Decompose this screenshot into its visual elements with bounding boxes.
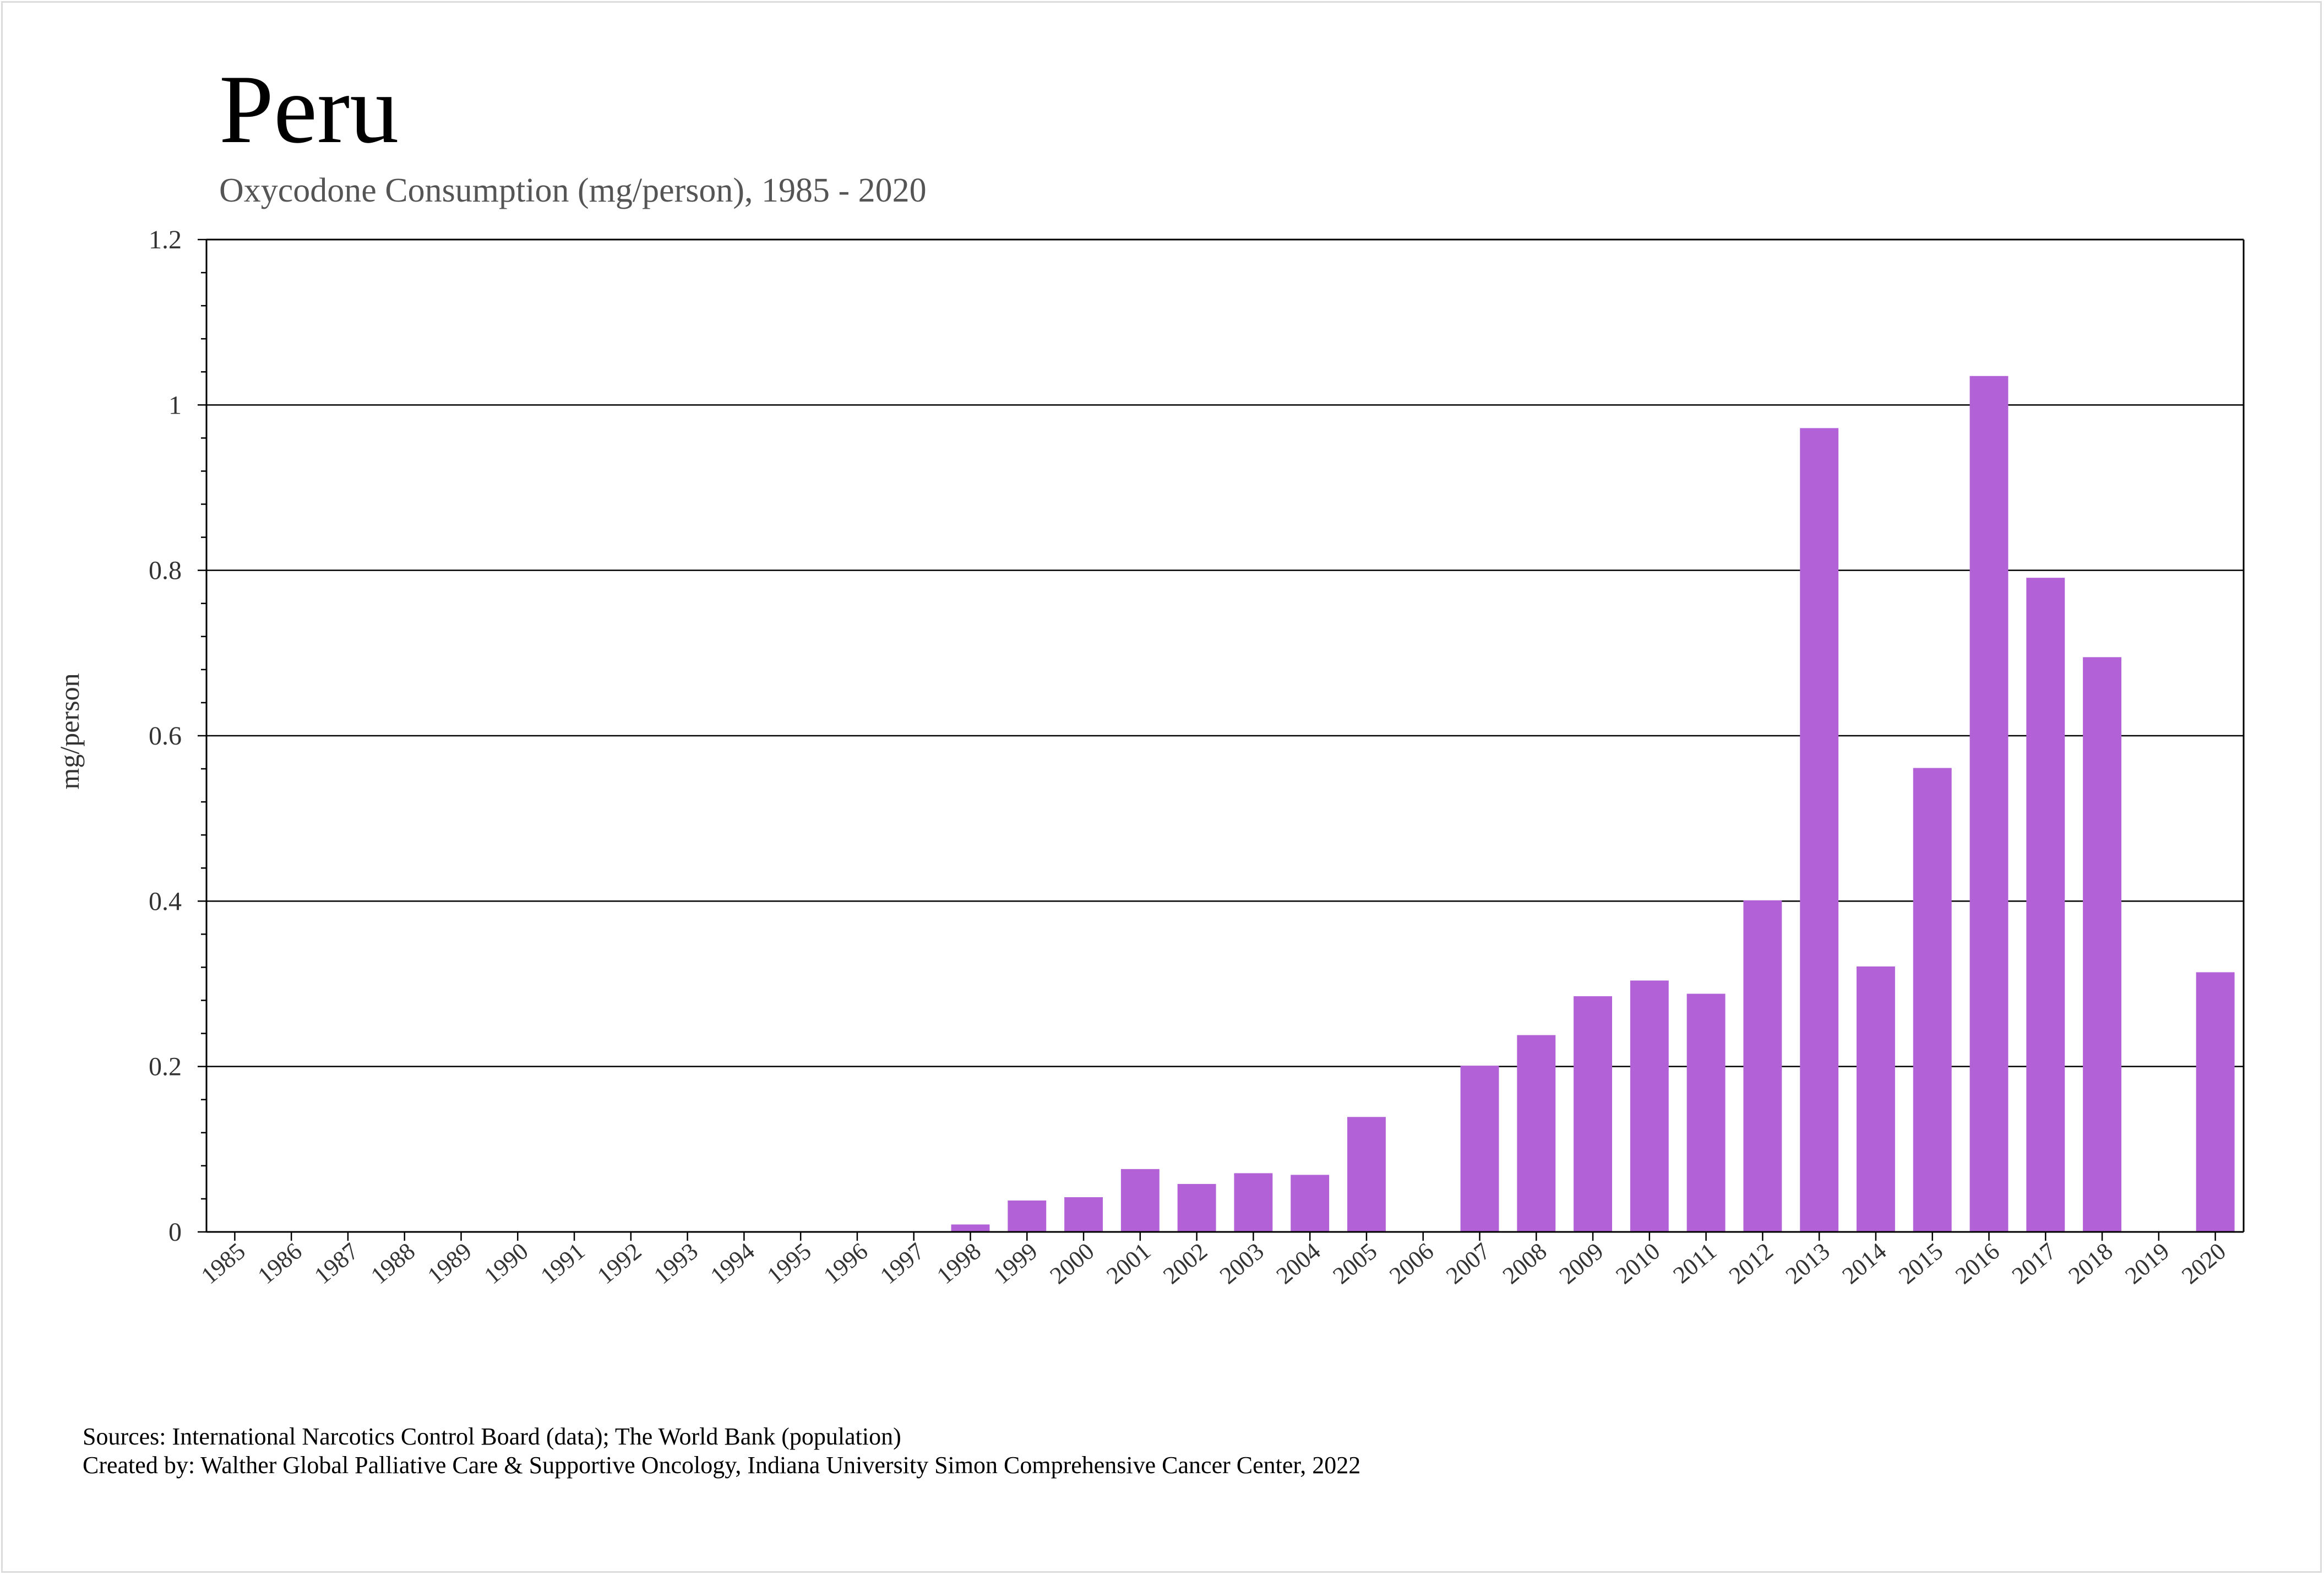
- x-tick-label: 2013: [1781, 1237, 1835, 1289]
- bar-2001: [1120, 1169, 1160, 1232]
- x-tick-label: 1995: [762, 1237, 817, 1289]
- bar-2005: [1347, 1117, 1386, 1232]
- x-tick-label: 2020: [2176, 1237, 2231, 1289]
- x-tick-label: 2009: [1554, 1237, 1609, 1289]
- footer-sources: Sources: International Narcotics Control…: [83, 1423, 901, 1450]
- x-tick-label: 1997: [875, 1237, 929, 1289]
- x-tick-label: 1989: [422, 1237, 477, 1289]
- x-tick-label: 2002: [1158, 1237, 1212, 1289]
- x-tick-label: 2008: [1498, 1237, 1552, 1289]
- y-tick-label: 1: [168, 390, 182, 420]
- y-tick-label: 0.6: [149, 721, 182, 751]
- bar-1998: [951, 1224, 990, 1232]
- bar-2014: [1857, 966, 1895, 1232]
- x-tick-label: 2000: [1045, 1237, 1100, 1289]
- chart-title: Peru: [219, 55, 399, 164]
- bar-2000: [1064, 1197, 1103, 1232]
- bars: [951, 376, 2235, 1232]
- bar-2013: [1800, 428, 1839, 1232]
- x-tick-label: 2018: [2064, 1237, 2118, 1289]
- x-tick-label: 2017: [2007, 1237, 2061, 1289]
- x-tick-label: 2006: [1384, 1237, 1439, 1289]
- x-tick-label: 1988: [366, 1237, 420, 1289]
- x-tick-label: 1985: [196, 1237, 251, 1289]
- y-tick-labels: 0 0.2 0.4 0.6 0.8 1 1.2: [149, 225, 182, 1247]
- x-tick-label: 1987: [309, 1237, 363, 1289]
- footer-created-by: Created by: Walther Global Palliative Ca…: [83, 1452, 1360, 1479]
- bar-2017: [2026, 578, 2065, 1232]
- x-tick-label: 2010: [1610, 1237, 1665, 1289]
- y-tick-label: 0.4: [149, 887, 182, 916]
- bar-2012: [1743, 900, 1782, 1232]
- y-tick-label: 1.2: [149, 225, 182, 254]
- x-tick-label: 1993: [649, 1237, 703, 1289]
- x-tick-label: 1996: [818, 1237, 873, 1289]
- bar-2009: [1574, 996, 1612, 1232]
- x-tick-label: 2004: [1271, 1237, 1326, 1289]
- y-axis-label: mg/person: [54, 673, 85, 789]
- y-tick-label: 0: [168, 1218, 182, 1247]
- x-tick-label: 2001: [1101, 1237, 1156, 1289]
- x-tick-label: 1991: [536, 1237, 590, 1289]
- bar-2003: [1234, 1173, 1273, 1232]
- x-tick-label: 2011: [1668, 1237, 1722, 1289]
- bar-1999: [1008, 1200, 1047, 1232]
- axes: [198, 238, 2245, 1241]
- bar-2020: [2196, 972, 2235, 1232]
- x-tick-label: 2003: [1215, 1237, 1269, 1289]
- x-tick-labels: 1985 1986 1987 1988 1989 1990 1991 1992 1993 1994…: [196, 1237, 2231, 1289]
- bar-2011: [1686, 993, 1726, 1232]
- bar-2010: [1630, 980, 1669, 1232]
- x-tick-label: 2019: [2120, 1237, 2174, 1289]
- x-tick-label: 1992: [592, 1237, 646, 1289]
- x-tick-label: 2015: [1893, 1237, 1948, 1289]
- x-tick-label: 2005: [1327, 1237, 1382, 1289]
- x-tick-label: 2007: [1441, 1237, 1495, 1289]
- x-tick-label: 1990: [479, 1237, 534, 1289]
- x-tick-label: 2012: [1724, 1237, 1778, 1289]
- bar-2016: [1969, 376, 2009, 1232]
- x-tick-label: 1999: [988, 1237, 1043, 1289]
- bar-2002: [1177, 1183, 1216, 1232]
- x-tick-label: 2014: [1837, 1237, 1891, 1289]
- y-tick-label: 0.2: [149, 1052, 182, 1082]
- bar-2018: [2083, 657, 2121, 1232]
- x-tick-label: 2016: [1950, 1237, 2005, 1289]
- chart-subtitle: Oxycodone Consumption (mg/person), 1985 …: [219, 172, 927, 209]
- bar-2008: [1517, 1035, 1556, 1232]
- x-tick-label: 1994: [705, 1237, 760, 1289]
- y-tick-label: 0.8: [149, 556, 182, 585]
- bar-2007: [1460, 1066, 1499, 1232]
- x-tick-label: 1998: [932, 1237, 986, 1289]
- x-tick-label: 1986: [253, 1237, 307, 1289]
- bar-2015: [1913, 768, 1952, 1232]
- bar-2004: [1291, 1175, 1330, 1232]
